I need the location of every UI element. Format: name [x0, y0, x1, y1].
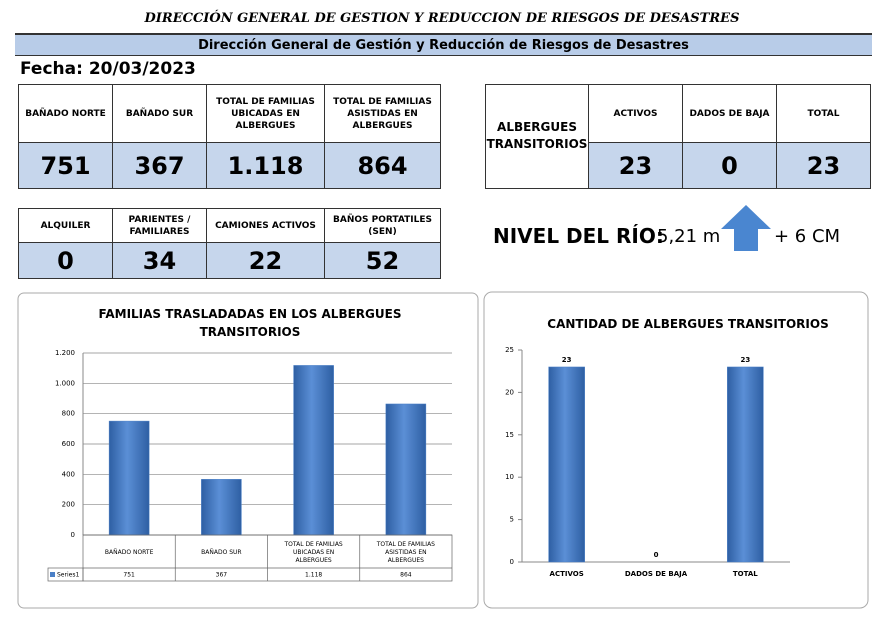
table-header: CAMIONES ACTIVOS: [206, 208, 325, 243]
y-tick-label: 1.200: [55, 349, 75, 357]
legend-label: Series1: [57, 572, 79, 579]
table-value: 1.118: [206, 142, 325, 189]
river-label: NIVEL DEL RÍO:: [493, 224, 664, 248]
data-label: 23: [562, 356, 572, 364]
data-table-value: 864: [400, 572, 412, 579]
river-change: + 6 CM: [774, 226, 841, 247]
bar: [201, 479, 242, 536]
bar: [108, 420, 150, 536]
data-table-value: 1.118: [305, 572, 322, 579]
table-value: 23: [588, 142, 683, 189]
bar: [385, 403, 427, 536]
x-tick-label: TOTAL DE FAMILIAS ASISTIDAS EN ALBERGUES: [376, 541, 435, 564]
x-tick-label: TOTAL: [733, 570, 758, 578]
table-value: 23: [776, 142, 871, 189]
river-level: 5,21 m: [657, 226, 721, 247]
table-header: TOTAL DE FAMILIAS UBICADAS EN ALBERGUES: [206, 84, 325, 143]
table-value: 0: [682, 142, 777, 189]
table-header: BAÑADO NORTE: [18, 84, 113, 143]
y-tick-label: 0: [71, 531, 75, 539]
x-tick-label: TOTAL DE FAMILIAS UBICADAS EN ALBERGUES: [284, 541, 343, 564]
chart-title: FAMILIAS TRASLADADAS EN LOS ALBERGUES TRA…: [99, 307, 402, 339]
x-tick-label: BAÑADO NORTE: [105, 549, 154, 556]
chart-title: CANTIDAD DE ALBERGUES TRANSITORIOS: [547, 317, 828, 331]
y-tick-label: 5: [510, 516, 514, 524]
y-tick-label: 200: [62, 501, 75, 509]
table-value: 34: [112, 242, 207, 279]
y-tick-label: 800: [62, 410, 75, 418]
data-table-value: 367: [216, 572, 228, 579]
table-value: 367: [112, 142, 207, 189]
y-tick-label: 25: [505, 346, 514, 354]
legend-key: [50, 572, 55, 577]
bar: [727, 366, 764, 563]
y-tick-label: 15: [505, 431, 514, 439]
x-tick-label: DADOS DE BAJA: [625, 570, 688, 578]
data-label: 23: [740, 356, 750, 364]
table-value: 52: [324, 242, 441, 279]
x-tick-label: ACTIVOS: [550, 570, 584, 578]
table-header: DADOS DE BAJA: [682, 84, 777, 143]
table-value: 751: [18, 142, 113, 189]
data-table: [47, 567, 84, 582]
table-value: 0: [18, 242, 113, 279]
table-value: 22: [206, 242, 325, 279]
y-tick-label: 10: [505, 473, 514, 481]
data-table-value: 751: [123, 572, 135, 579]
arrow-up: [721, 205, 771, 251]
y-tick-label: 600: [62, 440, 75, 448]
y-tick-label: 1.000: [55, 379, 75, 387]
table-label: ALBERGUES TRANSITORIOS: [485, 84, 589, 189]
table-header: BAÑOS PORTATILES (SEN): [324, 208, 441, 243]
y-tick-label: 400: [62, 470, 75, 478]
banner: Dirección General de Gestión y Reducción…: [15, 33, 872, 56]
table-header: BAÑADO SUR: [112, 84, 207, 143]
bar: [293, 365, 334, 536]
table-header: TOTAL: [776, 84, 871, 143]
table-value: 864: [324, 142, 441, 189]
table-header: TOTAL DE FAMILIAS ASISTIDAS EN ALBERGUES: [324, 84, 441, 143]
data-label: 0: [654, 551, 659, 559]
table-header: ACTIVOS: [588, 84, 683, 143]
y-tick-label: 0: [510, 558, 514, 566]
x-tick-label: BAÑADO SUR: [201, 549, 241, 556]
table-header: PARIENTES / FAMILIARES: [112, 208, 207, 243]
title: DIRECCIÓN GENERAL DE GESTION Y REDUCCION…: [144, 11, 740, 26]
table-header: ALQUILER: [18, 208, 113, 243]
chart-panel: [483, 291, 869, 609]
date: Fecha: 20/03/2023: [20, 59, 196, 79]
y-tick-label: 20: [505, 388, 514, 396]
bar: [548, 366, 585, 563]
